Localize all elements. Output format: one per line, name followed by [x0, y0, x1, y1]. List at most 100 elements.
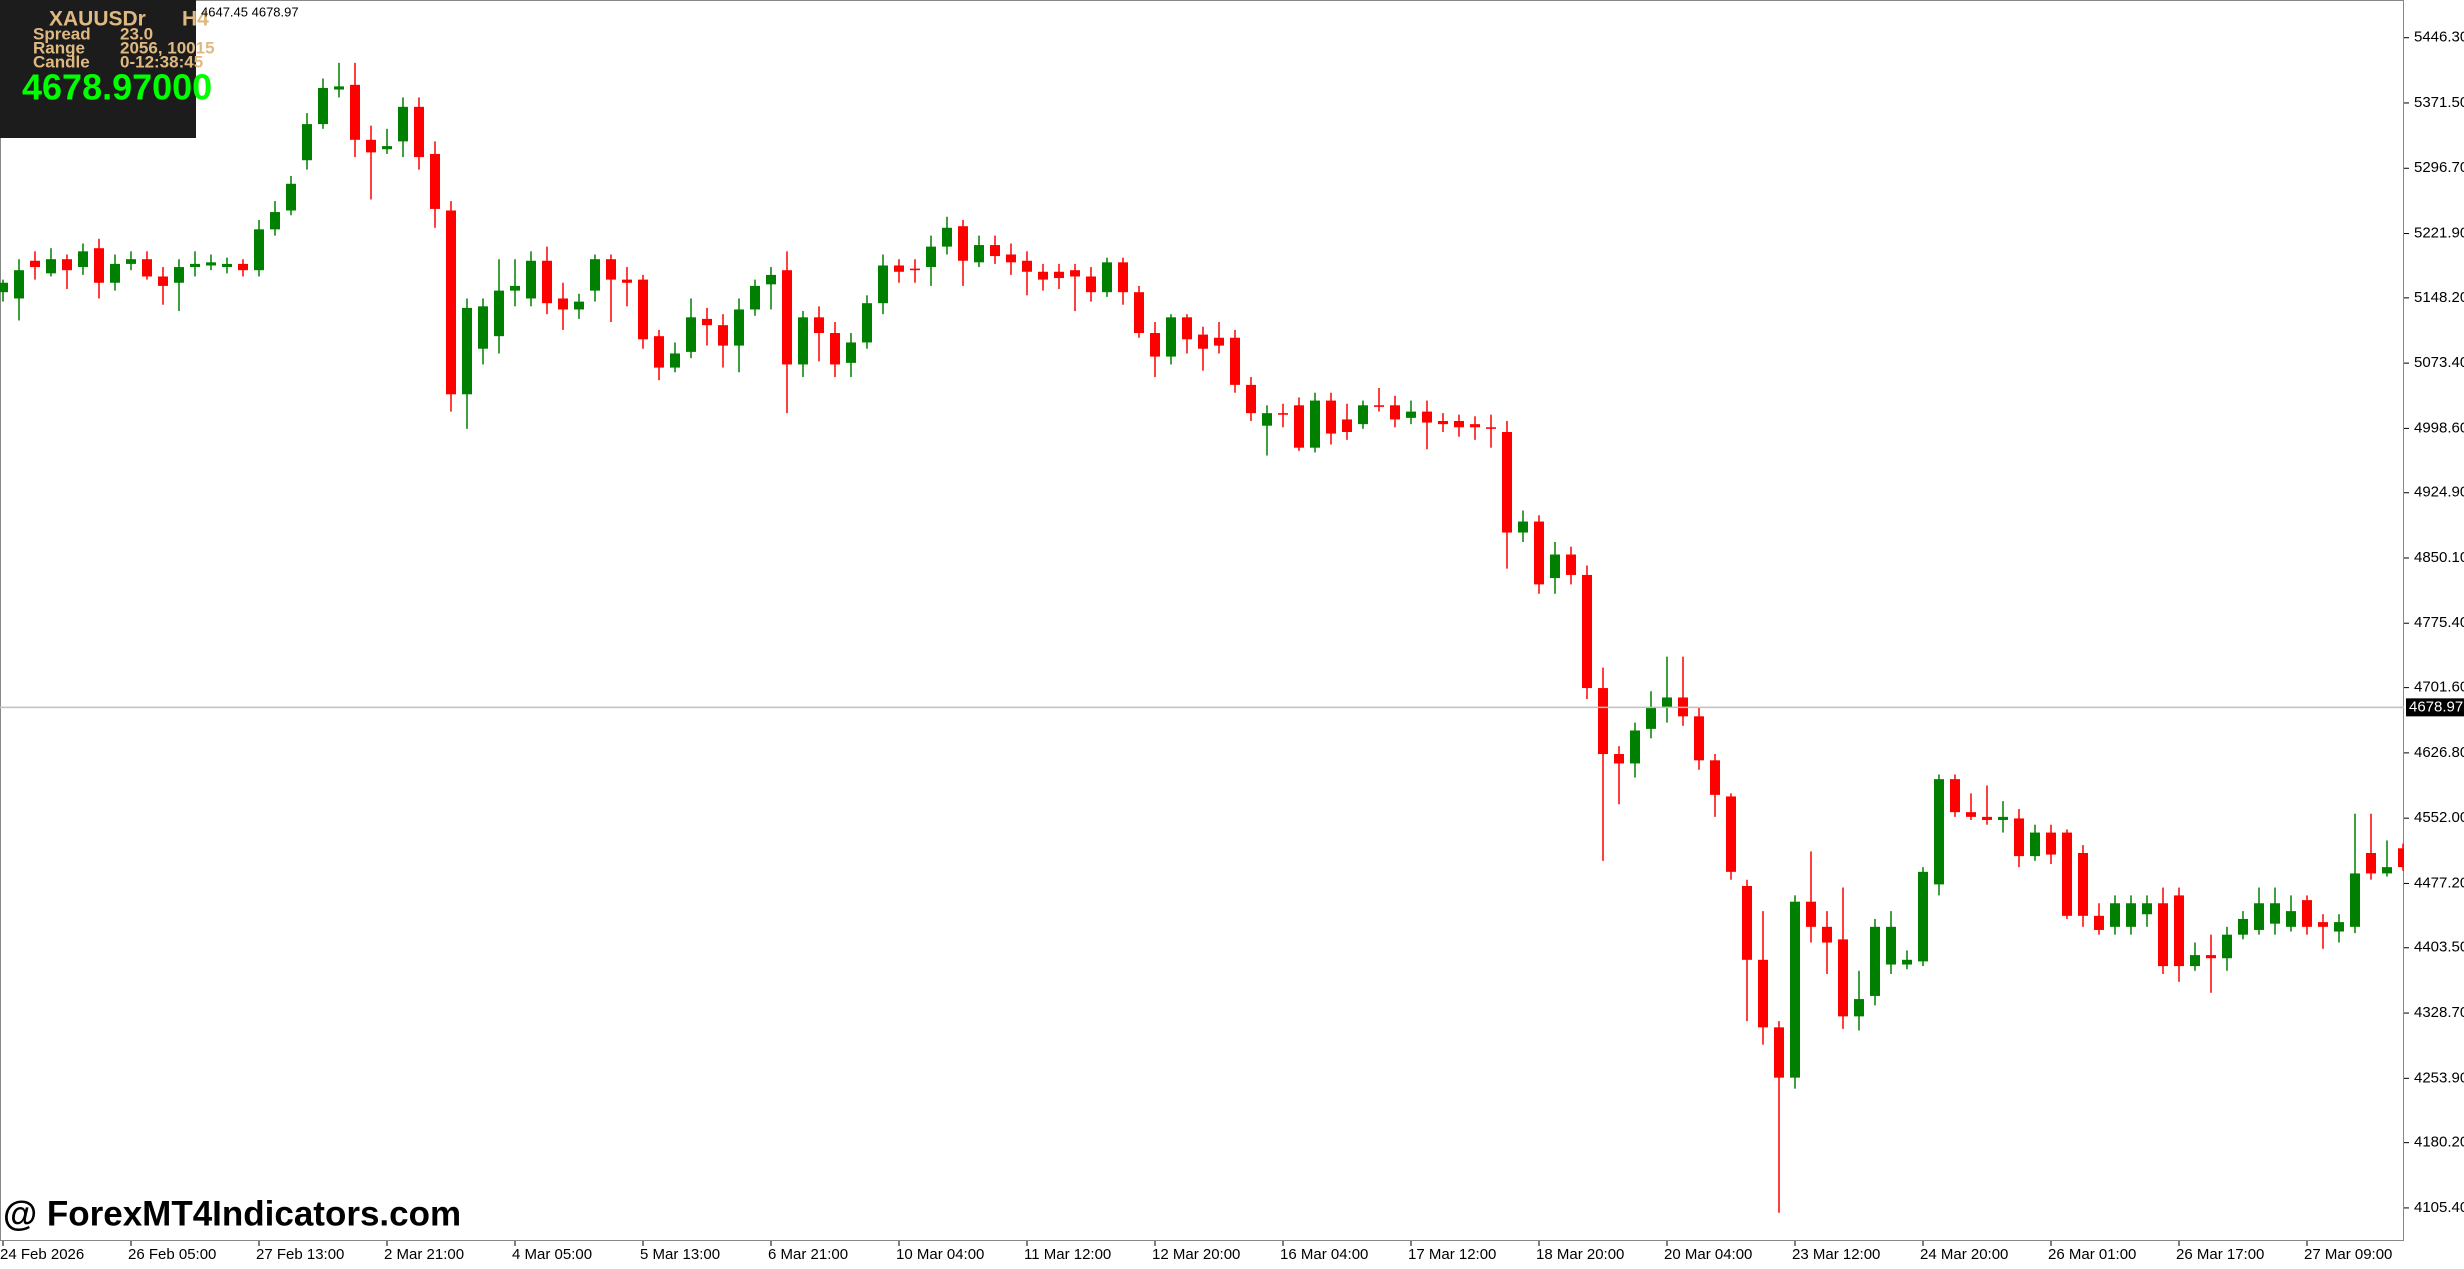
y-tick-label: 4998.60	[2414, 419, 2464, 436]
candle-body	[446, 210, 456, 395]
candle-body	[1038, 271, 1048, 280]
candle-body	[382, 146, 392, 150]
candle-body	[1454, 420, 1464, 428]
candle-body	[958, 226, 968, 261]
candle-body	[862, 303, 872, 343]
candle-body	[1294, 405, 1304, 448]
candle-body	[2030, 832, 2040, 857]
plot-area	[0, 62, 2404, 1213]
candle-body	[590, 259, 600, 291]
candle-body	[302, 124, 312, 161]
candle-body	[510, 285, 520, 291]
candle-body	[1598, 688, 1608, 755]
candle-body	[2078, 852, 2088, 916]
candle-body	[814, 317, 824, 334]
x-tick-label: 11 Mar 12:00	[1024, 1246, 1111, 1263]
spread-label: Spread	[33, 24, 91, 43]
candle-body	[1518, 521, 1528, 533]
candle-body	[1246, 384, 1256, 414]
candle-body	[1230, 337, 1240, 385]
candle-body	[2014, 818, 2024, 857]
candle-body	[430, 153, 440, 209]
candle-body	[2190, 955, 2200, 967]
candle-body	[206, 262, 216, 266]
candle-body	[558, 298, 568, 310]
range-label: Range	[33, 38, 85, 57]
candle-body	[1422, 411, 1432, 423]
candle-body	[1486, 427, 1496, 429]
candle-body	[1534, 521, 1544, 585]
candle-body	[2094, 915, 2104, 930]
candle-body	[2110, 903, 2120, 927]
candle-body	[1726, 796, 1736, 872]
candle-body	[1086, 276, 1096, 293]
x-tick-label: 20 Mar 04:00	[1664, 1246, 1752, 1263]
candle-body	[2270, 903, 2280, 924]
y-tick-label: 4850.10	[2414, 549, 2464, 566]
candle-body	[478, 306, 488, 349]
x-tick-label: 12 Mar 20:00	[1152, 1246, 1240, 1263]
candle-body	[1326, 400, 1336, 434]
y-tick-label: 4253.90	[2414, 1069, 2464, 1086]
candle-body	[718, 325, 728, 346]
candle-body	[334, 86, 344, 90]
y-tick-label: 5073.40	[2414, 354, 2464, 371]
candle-body	[0, 282, 8, 293]
candle-body	[1022, 260, 1032, 272]
y-tick-label: 4180.20	[2414, 1134, 2464, 1151]
candle-body	[366, 139, 376, 153]
spread: 23.0	[120, 24, 153, 43]
candle-body	[1854, 999, 1864, 1017]
candle-body	[1582, 574, 1592, 689]
candle-body	[734, 309, 744, 346]
candle-body	[190, 263, 200, 268]
candle-body	[2238, 918, 2248, 935]
y-tick-label: 4701.60	[2414, 679, 2464, 696]
candle-body	[846, 342, 856, 363]
candle-body	[2286, 911, 2296, 927]
candle-body	[750, 285, 760, 310]
x-tick-label: 23 Mar 12:00	[1792, 1246, 1880, 1263]
candle-body	[2350, 873, 2360, 927]
candle-body	[798, 317, 808, 365]
x-tick-label: 26 Feb 05:00	[128, 1246, 216, 1263]
candle-body	[2222, 934, 2232, 959]
x-tick-label: 10 Mar 04:00	[896, 1246, 984, 1263]
candle-body	[1566, 554, 1576, 575]
candle-body	[878, 265, 888, 304]
candle-body	[1662, 697, 1672, 707]
candle-body	[1646, 706, 1656, 729]
candle-body	[574, 301, 584, 310]
timeframe: H4	[182, 8, 209, 31]
candle-body	[2398, 848, 2404, 868]
candle-body	[2174, 895, 2184, 967]
candle-body	[1118, 262, 1128, 293]
current-price-box	[2406, 698, 2464, 717]
candle-body	[1998, 816, 2008, 821]
candle-body	[1150, 333, 1160, 357]
candle-body	[414, 106, 424, 158]
candle-body	[1262, 413, 1272, 426]
candle-body	[238, 263, 248, 271]
candle-body	[158, 276, 168, 286]
candle-body	[1838, 939, 1848, 1017]
x-tick-label: 27 Mar 09:00	[2304, 1246, 2392, 1263]
candle-body	[1198, 334, 1208, 349]
candle-body	[62, 259, 72, 271]
candle-body	[2318, 922, 2328, 927]
x-tick-label: 6 Mar 21:00	[768, 1246, 848, 1263]
candle-body	[1822, 926, 1832, 943]
y-tick-label: 5296.70	[2414, 159, 2464, 176]
candle-body	[1806, 901, 1816, 927]
candle-body	[1342, 419, 1352, 432]
candle-body	[270, 212, 280, 230]
candle-body	[830, 333, 840, 365]
candle-timer: 0-12:38:45	[120, 52, 203, 71]
candle-body	[1502, 431, 1512, 533]
axes: 5446.30 5371.50 5296.70 5221.90 5148.20 5073.…	[0, 29, 2464, 1263]
candle-body	[174, 267, 184, 283]
candle-body	[926, 246, 936, 268]
candle-body	[1470, 424, 1480, 428]
